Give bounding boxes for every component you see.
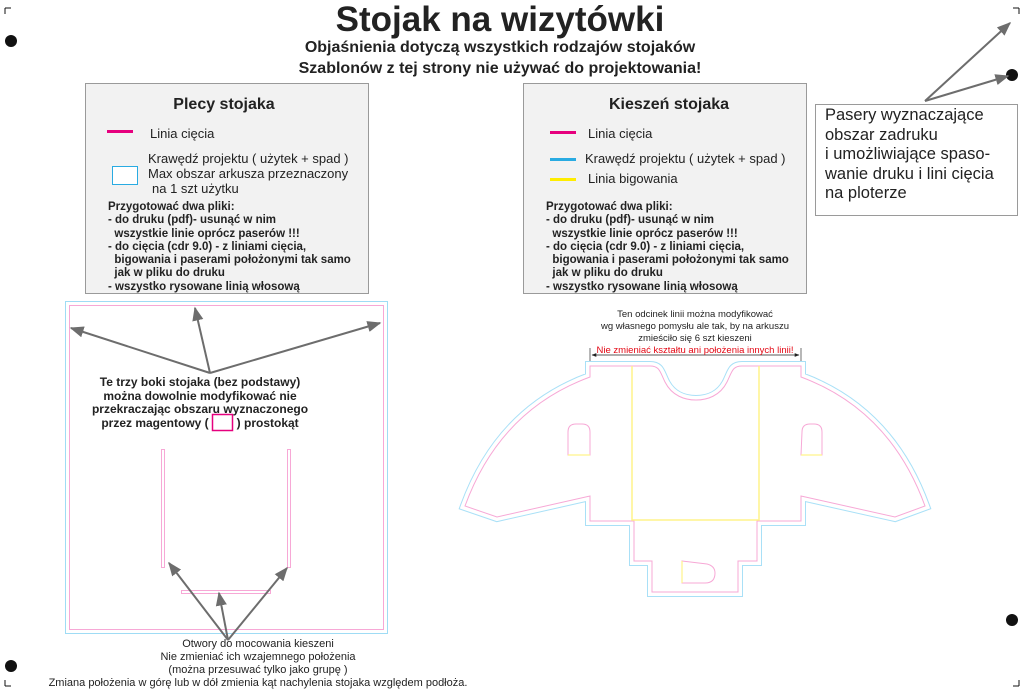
instruction-line: Przygotować dwa pliki: [546, 201, 673, 213]
instruction-line: jak w pliku do druku [546, 267, 663, 280]
note-text: przez magentowy ( [101, 415, 209, 430]
instruction-line: - wszystko rysowane linią włosową [546, 280, 738, 293]
arrow [209, 321, 382, 374]
legend-edge: Krawędź projektu ( użytek + spad ) [585, 151, 786, 166]
edge-swatch [112, 166, 138, 185]
instruction-line: bigowania i paserami położonymi tak samo [108, 254, 351, 267]
note-line: zmieściło się 6 szt kieszeni [638, 333, 752, 344]
instruction-line: - do cięcia (cdr 9.0) - z liniami cięcia… [108, 240, 307, 253]
note-line: Pasery wyznaczające [825, 106, 984, 124]
fold-lines [631, 366, 760, 521]
note-line: można dowolnie modyfikować nie [103, 388, 297, 403]
cut-rect [69, 305, 384, 630]
hole-left [567, 423, 591, 456]
note-line: Nie zmieniać ich wzajemnego położenia [160, 651, 356, 663]
note-text: ) prostokąt [236, 415, 299, 430]
arrow [192, 306, 211, 374]
slot-bottom [181, 590, 271, 594]
instruction-line: - do cięcia (cdr 9.0) - z liniami cięcia… [546, 240, 745, 253]
note-line: przekraczając obszaru wyznaczonego [91, 402, 309, 416]
instructions: Przygotować dwa pliki: - do druku (pdf)-… [546, 201, 789, 294]
legend-cut: Linia cięcia [150, 126, 215, 141]
instructions: Przygotować dwa pliki: - do druku (pdf)-… [108, 201, 351, 294]
back-legend-panel: Plecy stojaka Linia cięcia Krawędź proje… [85, 83, 369, 294]
sides-note: Te trzy boki stojaka (bez podstawy) możn… [80, 375, 320, 431]
arrow [924, 22, 1012, 102]
registration-dot [1006, 614, 1018, 626]
cut-line-swatch [107, 130, 133, 133]
legend-edge-2: Max obszar arkusza przeznaczony [148, 166, 349, 181]
cut-outline [464, 365, 926, 593]
subtitle-warning: Szablonów z tej strony nie używać do pro… [298, 60, 702, 77]
legend-fold: Linia bigowania [588, 171, 678, 186]
note-line: na ploterze [825, 184, 907, 202]
edge-rect [65, 301, 388, 634]
dimension-note: Ten odcinek linii można modyfikować wg w… [575, 309, 815, 357]
note-line: Zmiana położenia w górę lub w dół zmieni… [48, 677, 468, 689]
hole-bottom [681, 560, 716, 584]
note-line: i umożliwiające spaso- [825, 145, 991, 163]
instruction-line: Przygotować dwa pliki: [108, 201, 235, 213]
panel-title: Plecy stojaka [173, 96, 275, 113]
legend-edge-3: na 1 szt użytku [152, 181, 239, 196]
fold-line-swatch [550, 178, 576, 181]
slot-left [161, 449, 165, 568]
note-line: (można przesuwać tylko jako grupę ) [168, 664, 348, 676]
panel-title: Kieszeń stojaka [608, 96, 730, 113]
arrow [168, 561, 229, 641]
note-line: Otwory do mocowania kieszeni [182, 638, 334, 650]
note-line: wg własnego pomysłu ale tak, by na arkus… [601, 321, 789, 332]
instruction-line: - do druku (pdf)- usunąć w nim [546, 214, 715, 227]
cut-line-swatch [550, 131, 576, 134]
instruction-line: - do druku (pdf)- usunąć w nim [108, 214, 277, 227]
note-line: obszar zadruku [825, 125, 938, 144]
pocket-drawing [458, 348, 932, 597]
registration-dot [5, 660, 17, 672]
page-title: Stojak na wizytówki [335, 0, 665, 39]
arrow [227, 566, 288, 641]
registration-dot [5, 35, 17, 47]
slot-right [287, 449, 291, 568]
note-line: Te trzy boki stojaka (bez podstawy) [99, 375, 301, 389]
registration-marks [4, 7, 1020, 687]
back-drawing [65, 301, 388, 641]
registration-dot [1006, 69, 1018, 81]
hole-right [800, 423, 823, 456]
crop-mark [4, 7, 1020, 687]
note-line: wanie druku i lini cięcia [825, 164, 994, 183]
warning-text: Nie zmieniać kształtu ani położenia inny… [596, 345, 794, 356]
note-line: przez magentowy ( ) prostokąt [80, 415, 320, 431]
instruction-line: bigowania i paserami położonymi tak samo [546, 254, 789, 267]
subtitle: Objaśnienia dotyczą wszystkich rodzajów … [304, 39, 696, 56]
instruction-line: - wszystko rysowane linią włosową [108, 280, 300, 293]
arrow [924, 74, 1010, 102]
note-line: Ten odcinek linii można modyfikować [617, 309, 773, 320]
edge-line-swatch [550, 158, 576, 161]
instruction-line: wszystkie linie oprócz paserów !!! [546, 227, 738, 240]
legend-cut: Linia cięcia [588, 126, 653, 141]
instruction-line: wszystkie linie oprócz paserów !!! [108, 227, 300, 240]
magenta-rect-sample [211, 413, 234, 432]
registration-note: Pasery wyznaczające obszar zadruku i umo… [815, 104, 1018, 216]
arrow [215, 591, 229, 641]
arrow [69, 326, 211, 374]
pocket-legend-panel: Kieszeń stojaka Linia cięcia Krawędź pro… [523, 83, 807, 294]
instruction-line: jak w pliku do druku [108, 267, 225, 280]
legend-edge: Krawędź projektu ( użytek + spad ) [148, 151, 349, 166]
holes-note: Otwory do mocowania kieszeni Nie zmienia… [30, 638, 486, 690]
